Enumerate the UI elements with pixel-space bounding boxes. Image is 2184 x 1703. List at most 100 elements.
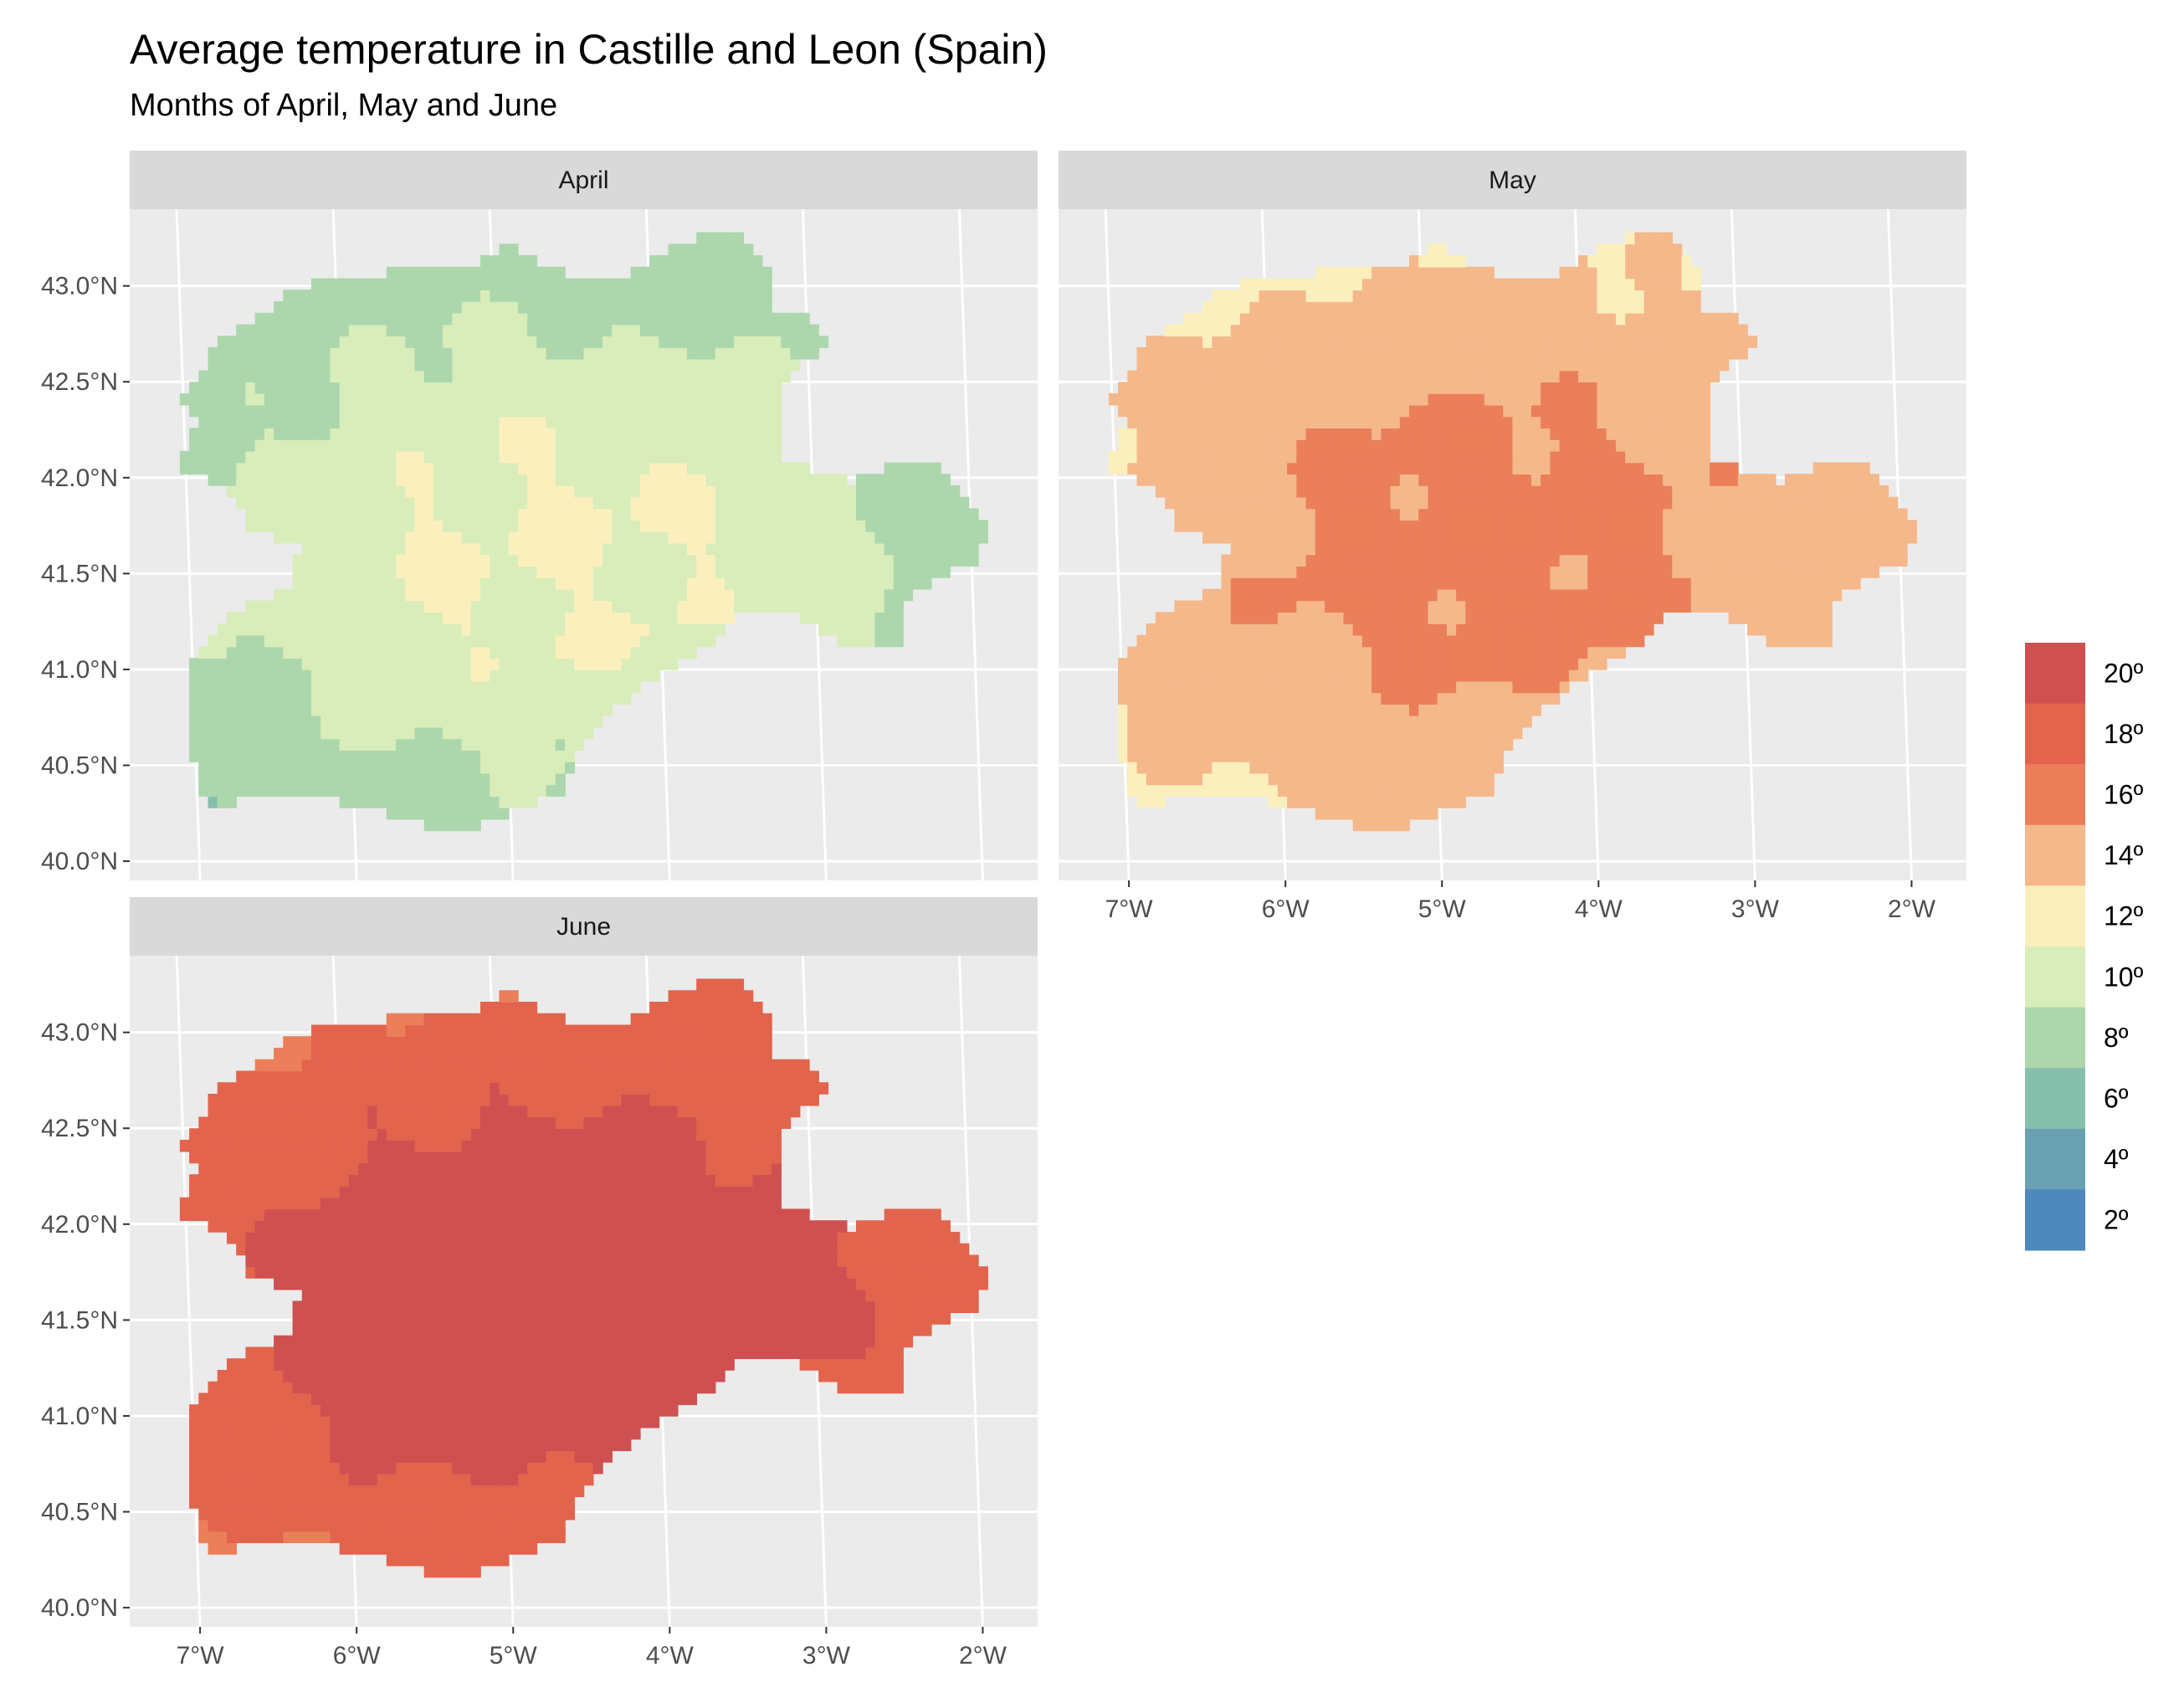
heatmap-cell xyxy=(1296,715,1307,728)
heatmap-cell xyxy=(1361,634,1372,648)
heatmap-cell xyxy=(358,278,369,291)
heatmap-cell xyxy=(217,336,228,348)
heatmap-cell xyxy=(612,646,623,659)
heatmap-cell xyxy=(1268,692,1279,705)
heatmap-cell xyxy=(781,485,792,498)
heatmap-cell xyxy=(320,669,331,682)
heatmap-cell xyxy=(743,392,754,406)
heatmap-cell xyxy=(574,278,585,291)
heatmap-cell xyxy=(1550,531,1561,544)
heatmap-cell xyxy=(527,346,538,360)
heatmap-cell xyxy=(386,462,397,475)
heatmap-cell xyxy=(480,658,491,670)
heatmap-cell xyxy=(724,232,735,245)
heatmap-cell xyxy=(1409,600,1420,613)
heatmap-cell xyxy=(565,450,576,464)
heatmap-cell xyxy=(621,508,632,521)
heatmap-cell xyxy=(1474,738,1485,751)
heatmap-cell xyxy=(396,346,407,360)
heatmap-cell xyxy=(734,358,745,372)
heatmap-cell xyxy=(1381,392,1392,406)
heatmap-cell xyxy=(217,715,228,728)
heatmap-cell xyxy=(1409,416,1420,429)
heatmap-cell xyxy=(405,612,416,624)
heatmap-cell xyxy=(639,370,650,383)
heatmap-cell xyxy=(1221,612,1232,624)
heatmap-cell xyxy=(226,404,238,418)
heatmap-cell xyxy=(1587,623,1598,636)
heatmap-cell xyxy=(583,312,594,326)
heatmap-cell xyxy=(283,531,294,544)
heatmap-cell xyxy=(1343,404,1354,418)
heatmap-cell xyxy=(1287,692,1298,705)
heatmap-cell xyxy=(1221,531,1232,544)
heatmap-cell xyxy=(1221,554,1232,567)
heatmap-cell xyxy=(1578,566,1589,578)
heatmap-cell xyxy=(649,588,660,602)
heatmap-cell xyxy=(358,658,369,670)
heatmap-cell xyxy=(443,428,454,440)
heatmap-cell xyxy=(264,428,274,440)
heatmap-cell xyxy=(1277,462,1288,475)
heatmap-cell xyxy=(1118,462,1129,475)
heatmap-cell xyxy=(423,428,434,440)
y-tick-label: 42.5°N xyxy=(41,368,118,396)
heatmap-cell xyxy=(621,669,632,682)
heatmap-cell xyxy=(1474,474,1485,486)
heatmap-cell xyxy=(283,336,294,348)
heatmap-cell xyxy=(1503,738,1514,751)
heatmap-cell xyxy=(198,404,209,418)
heatmap-cell xyxy=(1766,634,1776,648)
heatmap-cell xyxy=(1484,496,1494,510)
heatmap-cell xyxy=(1221,623,1232,636)
heatmap-cell xyxy=(1728,485,1739,498)
heatmap-cell xyxy=(565,726,576,740)
heatmap-cell xyxy=(1399,566,1410,578)
heatmap-cell xyxy=(1541,577,1551,590)
heatmap-cell xyxy=(1381,761,1392,774)
heatmap-cell xyxy=(1305,612,1316,624)
heatmap-cell xyxy=(546,324,556,337)
heatmap-cell xyxy=(1456,726,1467,740)
heatmap-cell xyxy=(1221,577,1232,590)
heatmap-cell xyxy=(621,336,632,348)
heatmap-cell xyxy=(1165,784,1176,797)
heatmap-cell xyxy=(1296,462,1307,475)
heatmap-cell xyxy=(592,324,603,337)
heatmap-cell xyxy=(480,278,491,291)
heatmap-cell xyxy=(1183,772,1194,786)
heatmap-cell xyxy=(668,382,679,394)
heatmap-cell xyxy=(245,761,256,774)
heatmap-cell xyxy=(480,542,491,556)
heatmap-cell xyxy=(423,485,434,498)
heatmap-cell xyxy=(1230,658,1241,670)
heatmap-cell xyxy=(1869,508,1880,521)
heatmap-cell xyxy=(1325,404,1336,418)
heatmap-cell xyxy=(1352,404,1363,418)
heatmap-cell xyxy=(1192,474,1203,486)
heatmap-cell xyxy=(808,554,819,567)
heatmap-cell xyxy=(1352,462,1363,475)
heatmap-cell xyxy=(686,254,697,268)
heatmap-cell xyxy=(565,346,576,360)
heatmap-cell xyxy=(499,428,510,440)
heatmap-cell xyxy=(1530,404,1541,418)
heatmap-cell xyxy=(358,680,369,694)
heatmap-cell xyxy=(1418,600,1429,613)
heatmap-cell xyxy=(602,680,613,694)
heatmap-cell xyxy=(1334,428,1345,440)
heatmap-cell xyxy=(1465,520,1476,532)
heatmap-cell xyxy=(903,496,914,510)
heatmap-cell xyxy=(1521,428,1532,440)
heatmap-cell xyxy=(1597,554,1607,567)
heatmap-cell xyxy=(1700,554,1711,567)
heatmap-cell xyxy=(311,554,322,567)
heatmap-cell xyxy=(724,416,735,429)
heatmap-cell xyxy=(808,485,819,498)
heatmap-cell xyxy=(592,474,603,486)
heatmap-cell xyxy=(264,612,274,624)
heatmap-cell xyxy=(1643,612,1654,624)
heatmap-cell xyxy=(254,336,265,348)
heatmap-cell xyxy=(856,520,867,532)
heatmap-cell xyxy=(668,428,679,440)
